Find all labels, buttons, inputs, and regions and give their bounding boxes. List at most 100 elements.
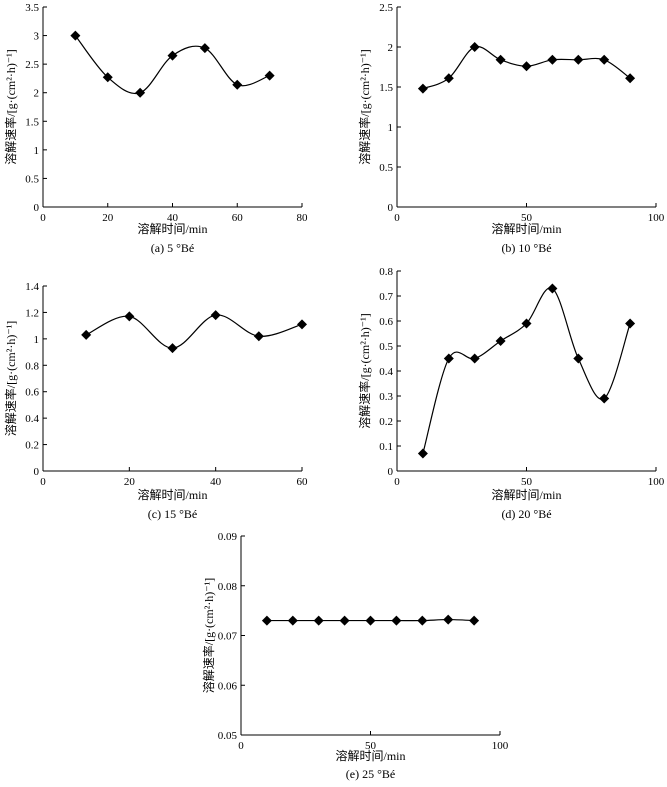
data-point bbox=[417, 83, 428, 94]
data-point bbox=[469, 615, 480, 626]
chart-panel-4: 0 0.1 0.2 0.3 0.4 0.5 0.6 0.7 0.8 0 50 100 溶解时间/min 溶… bbox=[357, 266, 665, 521]
data-point bbox=[521, 318, 532, 329]
x-tick-label: 0 bbox=[238, 740, 244, 752]
y-axis-label: 溶解速率/[g·(cm²·h)⁻¹] bbox=[201, 578, 216, 694]
data-point bbox=[81, 329, 92, 340]
chart-panel-5: 0.05 0.06 0.07 0.08 0.09 0 50 100 溶解时间/min 溶解速率/[… bbox=[201, 531, 509, 781]
y-tick-label: 0.1 bbox=[379, 441, 393, 453]
y-tick-label: 1.2 bbox=[25, 307, 39, 319]
x-tick-label: 50 bbox=[521, 476, 533, 488]
y-tick-label: 0.4 bbox=[379, 366, 393, 378]
data-point bbox=[521, 61, 532, 72]
data-point bbox=[167, 343, 178, 354]
series-line bbox=[85, 314, 303, 349]
data-point bbox=[339, 615, 350, 626]
data-point bbox=[599, 393, 610, 404]
x-axis-label: 溶解时间/min bbox=[335, 748, 405, 763]
y-tick-label: 1 bbox=[34, 145, 40, 157]
data-point bbox=[443, 614, 454, 625]
y-tick-label: 0.4 bbox=[25, 413, 39, 425]
y-tick-label: 0.8 bbox=[25, 360, 39, 372]
chart-panel-3: 0 0.2 0.4 0.6 0.8 1 1.2 1.4 0 20 40 60 溶解时间/min 溶解速率/… bbox=[3, 281, 308, 521]
y-tick-label: 0.5 bbox=[379, 341, 393, 353]
x-tick-label: 80 bbox=[297, 212, 309, 224]
data-point bbox=[443, 73, 454, 84]
data-point bbox=[232, 79, 243, 90]
y-tick-label: 0.3 bbox=[379, 391, 393, 403]
x-tick-label: 100 bbox=[492, 740, 509, 752]
x-tick-label: 60 bbox=[297, 476, 309, 488]
data-point bbox=[102, 72, 113, 83]
data-point bbox=[264, 70, 275, 81]
y-axis-label: 溶解速率/[g·(cm²·h)⁻¹] bbox=[3, 321, 18, 437]
panel-caption: (d) 20 °Bé bbox=[501, 507, 551, 521]
x-tick-label: 40 bbox=[167, 212, 179, 224]
data-point bbox=[625, 318, 636, 329]
data-point bbox=[210, 310, 221, 321]
x-tick-label: 100 bbox=[648, 212, 665, 224]
panel-caption: (c) 15 °Bé bbox=[148, 507, 197, 521]
y-tick-label: 0.5 bbox=[25, 173, 39, 185]
y-tick-label: 0.09 bbox=[218, 531, 238, 543]
y-tick-label: 1 bbox=[34, 334, 40, 346]
x-tick-label: 100 bbox=[648, 476, 665, 488]
data-point bbox=[573, 54, 584, 65]
data-point bbox=[495, 54, 506, 65]
data-point bbox=[625, 73, 636, 84]
data-point bbox=[199, 43, 210, 54]
y-axis-label: 溶解速率/[g·(cm²·h)⁻¹] bbox=[357, 49, 372, 165]
x-tick-label: 40 bbox=[210, 476, 222, 488]
y-tick-label: 0 bbox=[388, 202, 394, 214]
y-tick-label: 0 bbox=[34, 466, 40, 478]
series-line bbox=[422, 287, 631, 454]
y-tick-label: 2.5 bbox=[379, 2, 393, 14]
x-tick-label: 20 bbox=[102, 212, 114, 224]
data-point bbox=[124, 311, 135, 322]
x-tick-label: 20 bbox=[124, 476, 136, 488]
data-point bbox=[365, 615, 376, 626]
data-point bbox=[547, 283, 558, 294]
x-tick-label: 0 bbox=[40, 476, 46, 488]
data-point bbox=[253, 331, 264, 342]
panel-caption: (b) 10 °Bé bbox=[501, 241, 551, 255]
y-tick-label: 0.2 bbox=[25, 440, 39, 452]
y-tick-label: 1 bbox=[388, 122, 394, 134]
y-tick-label: 0.06 bbox=[218, 680, 238, 692]
data-point bbox=[469, 353, 480, 364]
y-axis-label: 溶解速率/[g·(cm²·h)⁻¹] bbox=[3, 49, 18, 165]
y-tick-label: 0 bbox=[388, 466, 394, 478]
y-tick-label: 0.7 bbox=[379, 291, 393, 303]
chart-panel-2: 0 0.5 1 1.5 2 2.5 0 50 100 溶解时间/min 溶解速率/[g·(cm²·h… bbox=[357, 2, 665, 255]
x-tick-label: 60 bbox=[232, 212, 244, 224]
data-point bbox=[495, 336, 506, 346]
y-tick-label: 0.6 bbox=[379, 316, 393, 328]
data-point bbox=[167, 50, 178, 61]
y-tick-label: 0 bbox=[34, 202, 40, 214]
data-point bbox=[287, 615, 298, 626]
data-point bbox=[573, 353, 584, 364]
panel-caption: (e) 25 °Bé bbox=[346, 767, 395, 781]
x-axis-label: 溶解时间/min bbox=[137, 221, 207, 236]
x-axis-label: 溶解时间/min bbox=[491, 487, 561, 502]
x-tick-label: 0 bbox=[394, 476, 400, 488]
y-tick-label: 0.8 bbox=[379, 266, 393, 278]
y-tick-label: 0.08 bbox=[218, 581, 238, 593]
x-tick-label: 0 bbox=[40, 212, 46, 224]
y-tick-label: 2 bbox=[388, 42, 394, 54]
x-tick-label: 50 bbox=[365, 740, 377, 752]
y-tick-label: 0.5 bbox=[379, 162, 393, 174]
data-point bbox=[135, 87, 146, 98]
y-tick-label: 3 bbox=[34, 31, 40, 43]
x-tick-label: 0 bbox=[394, 212, 400, 224]
y-tick-label: 0.6 bbox=[25, 387, 39, 399]
x-axis-label: 溶解时间/min bbox=[137, 487, 207, 502]
data-point bbox=[313, 615, 324, 626]
chart-panel-1: 0 0.5 1 1.5 2 2.5 3 3.5 0 20 40 60 80 溶解时间/min 溶解速率/[g… bbox=[3, 2, 308, 255]
data-point bbox=[70, 30, 81, 41]
x-axis-label: 溶解时间/min bbox=[491, 221, 561, 236]
data-point bbox=[469, 42, 480, 52]
y-tick-label: 0.05 bbox=[218, 730, 238, 742]
y-tick-label: 0.07 bbox=[218, 631, 238, 643]
data-point bbox=[391, 615, 402, 626]
